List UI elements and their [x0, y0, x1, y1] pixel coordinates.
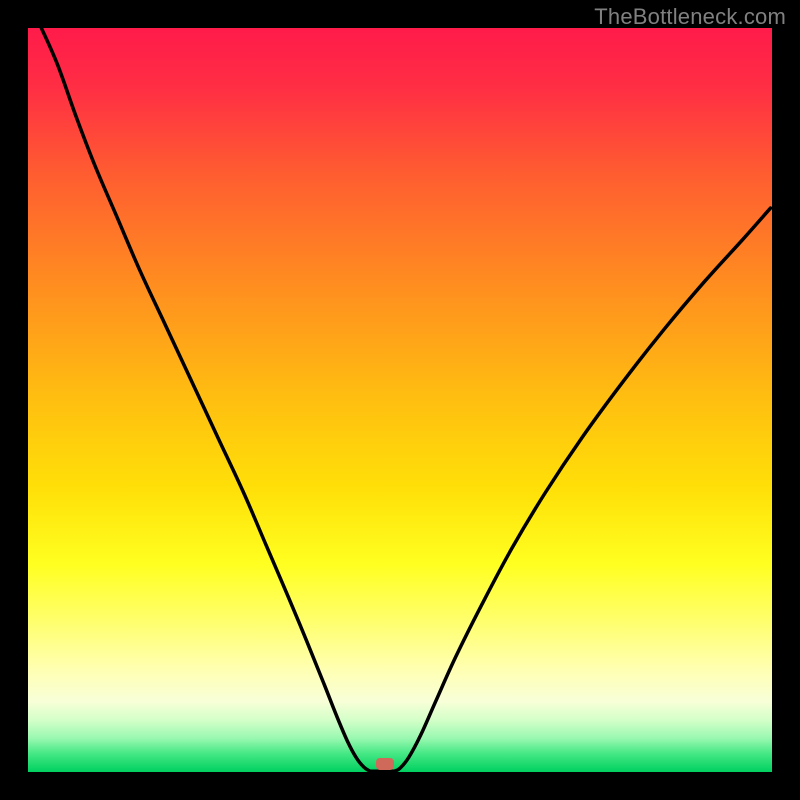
plot-area: [28, 28, 772, 772]
bottleneck-curve-left: [41, 28, 370, 771]
chart-container: TheBottleneck.com: [0, 0, 800, 800]
bottleneck-curve: [28, 28, 772, 772]
bottleneck-curve-right: [394, 208, 770, 771]
minimum-marker: [376, 758, 394, 770]
watermark-text: TheBottleneck.com: [594, 4, 786, 30]
